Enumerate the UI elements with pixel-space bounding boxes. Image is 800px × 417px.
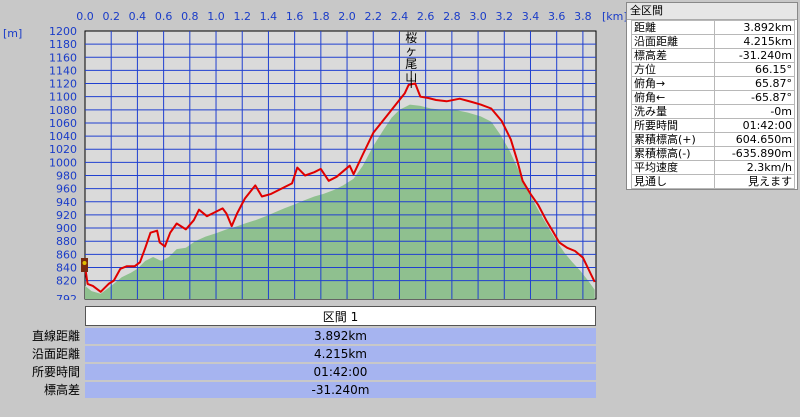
x-tick-label: 1.4 xyxy=(260,10,278,23)
summary-row-label: 俯角← xyxy=(631,90,715,105)
y-axis-unit-label: [m] xyxy=(3,27,22,40)
summary-row-label: 平均速度 xyxy=(631,160,715,175)
summary-row-label: 見通し xyxy=(631,174,715,189)
summary-row-label: 累積標高(-) xyxy=(631,146,715,161)
x-tick-label: 2.2 xyxy=(365,10,383,23)
summary-row-label: 累積標高(+) xyxy=(631,132,715,147)
x-tick-label: 3.6 xyxy=(548,10,566,23)
summary-row: 累積標高(-) -635.890m xyxy=(631,146,795,161)
y-tick-label: 940 xyxy=(56,196,77,209)
section-row-value: 01:42:00 xyxy=(85,364,596,380)
summary-row-value: 604.650m xyxy=(713,132,795,147)
section-row-value: 4.215km xyxy=(85,346,596,362)
summary-row-label: 沿面距離 xyxy=(631,34,715,49)
y-tick-label: 1180 xyxy=(49,38,77,51)
x-tick-label: 2.0 xyxy=(338,10,356,23)
summary-row-value: -635.890m xyxy=(713,146,795,161)
summary-row: 俯角← -65.87° xyxy=(631,90,795,105)
y-tick-label: 900 xyxy=(56,222,77,235)
section-row-value: 3.892km xyxy=(85,328,596,344)
summary-row-value: -0m xyxy=(713,104,795,119)
x-tick-label: 3.8 xyxy=(574,10,592,23)
y-tick-label: 1100 xyxy=(49,91,77,104)
y-tick-label: 1120 xyxy=(49,78,77,91)
summary-row-value: 65.87° xyxy=(713,76,795,91)
summary-row-value: 見えます xyxy=(713,174,795,189)
route-line xyxy=(84,82,596,293)
x-tick-label: 3.0 xyxy=(469,10,487,23)
y-tick-label: 840 xyxy=(56,261,77,274)
summary-row-label: 所要時間 xyxy=(631,118,715,133)
x-tick-label: 2.8 xyxy=(443,10,461,23)
y-tick-label: 1060 xyxy=(49,117,77,130)
summary-row-value: -31.240m xyxy=(713,48,795,63)
summary-row-label: 洗み量 xyxy=(631,104,715,119)
summary-row-value: 4.215km xyxy=(713,34,795,49)
y-tick-label: 920 xyxy=(56,209,77,222)
summary-row: 標高差 -31.240m xyxy=(631,48,795,63)
summary-panel: 全区間 距離 3.892km 沿面距離 4.215km 標高差 -31.240m 方位 66.… xyxy=(626,2,798,190)
y-tick-label: 880 xyxy=(56,235,77,248)
y-tick-label: 1000 xyxy=(49,156,77,169)
section-row-label: 沿面距離 xyxy=(31,347,80,361)
x-tick-label: 3.4 xyxy=(522,10,540,23)
x-tick-label: 0.0 xyxy=(76,10,94,23)
x-axis-unit-label: [km] xyxy=(602,10,628,23)
summary-row: 所要時間 01:42:00 xyxy=(631,118,795,133)
summary-row: 累積標高(+) 604.650m xyxy=(631,132,795,147)
summary-row: 俯角→ 65.87° xyxy=(631,76,795,91)
summary-row: 距離 3.892km xyxy=(631,20,795,35)
summary-header: 全区間 xyxy=(627,3,797,20)
y-tick-label: 860 xyxy=(56,248,77,261)
summary-table: 距離 3.892km 沿面距離 4.215km 標高差 -31.240m 方位 66.15° 俯… xyxy=(631,20,795,189)
section-row-value: -31.240m xyxy=(85,382,596,398)
y-tick-label: 1080 xyxy=(49,104,77,117)
section-row-label: 標高差 xyxy=(43,383,80,397)
x-tick-label: 1.8 xyxy=(312,10,330,23)
summary-row-label: 距離 xyxy=(631,20,715,35)
x-tick-label: 0.4 xyxy=(129,10,147,23)
summary-row: 方位 66.15° xyxy=(631,62,795,77)
y-tick-label: 792 xyxy=(56,293,77,300)
elevation-profile-chart: 0.0 0.2 0.4 0.6 0.8 1.0 1.2 1.4 1.6 1.8 2.0 2.2 2.4 2… xyxy=(3,10,628,300)
summary-row-value: 3.892km xyxy=(713,20,795,35)
summary-row-value: 66.15° xyxy=(713,62,795,77)
x-tick-label: 1.0 xyxy=(207,10,225,23)
start-marker-icon xyxy=(81,258,88,272)
y-tick-label: 1040 xyxy=(49,130,77,143)
x-tick-label: 1.6 xyxy=(286,10,304,23)
y-tick-label: 960 xyxy=(56,183,77,196)
x-tick-label: 2.4 xyxy=(391,10,409,23)
y-tick-label: 1020 xyxy=(49,143,77,156)
summary-row: 見通し 見えます xyxy=(631,174,795,189)
y-tick-label: 1140 xyxy=(49,64,77,77)
summary-row: 沿面距離 4.215km xyxy=(631,34,795,49)
x-tick-label: 1.2 xyxy=(233,10,251,23)
summary-row-value: 2.3km/h xyxy=(713,160,795,175)
summary-row-value: 01:42:00 xyxy=(713,118,795,133)
summary-row-label: 俯角→ xyxy=(631,76,715,91)
section-row-label: 直線距離 xyxy=(31,329,80,343)
x-tick-label: 0.2 xyxy=(102,10,120,23)
summary-row: 平均速度 2.3km/h xyxy=(631,160,795,175)
y-tick-label: 820 xyxy=(56,275,77,288)
y-tick-label: 1160 xyxy=(49,51,77,64)
summary-row-value: -65.87° xyxy=(713,90,795,105)
x-tick-label: 2.6 xyxy=(417,10,435,23)
section-title: 区間 1 xyxy=(85,306,596,326)
y-tick-label: 1200 xyxy=(49,25,77,38)
summary-row-label: 標高差 xyxy=(631,48,715,63)
summary-row: 洗み量 -0m xyxy=(631,104,795,119)
peak-label: 桜ヶ尾山 xyxy=(405,31,417,84)
x-tick-label: 3.2 xyxy=(496,10,514,23)
summary-row-label: 方位 xyxy=(631,62,715,77)
x-tick-label: 0.6 xyxy=(155,10,173,23)
x-tick-label: 0.8 xyxy=(181,10,199,23)
section-row-label: 所要時間 xyxy=(31,365,80,379)
y-tick-label: 980 xyxy=(56,170,77,183)
